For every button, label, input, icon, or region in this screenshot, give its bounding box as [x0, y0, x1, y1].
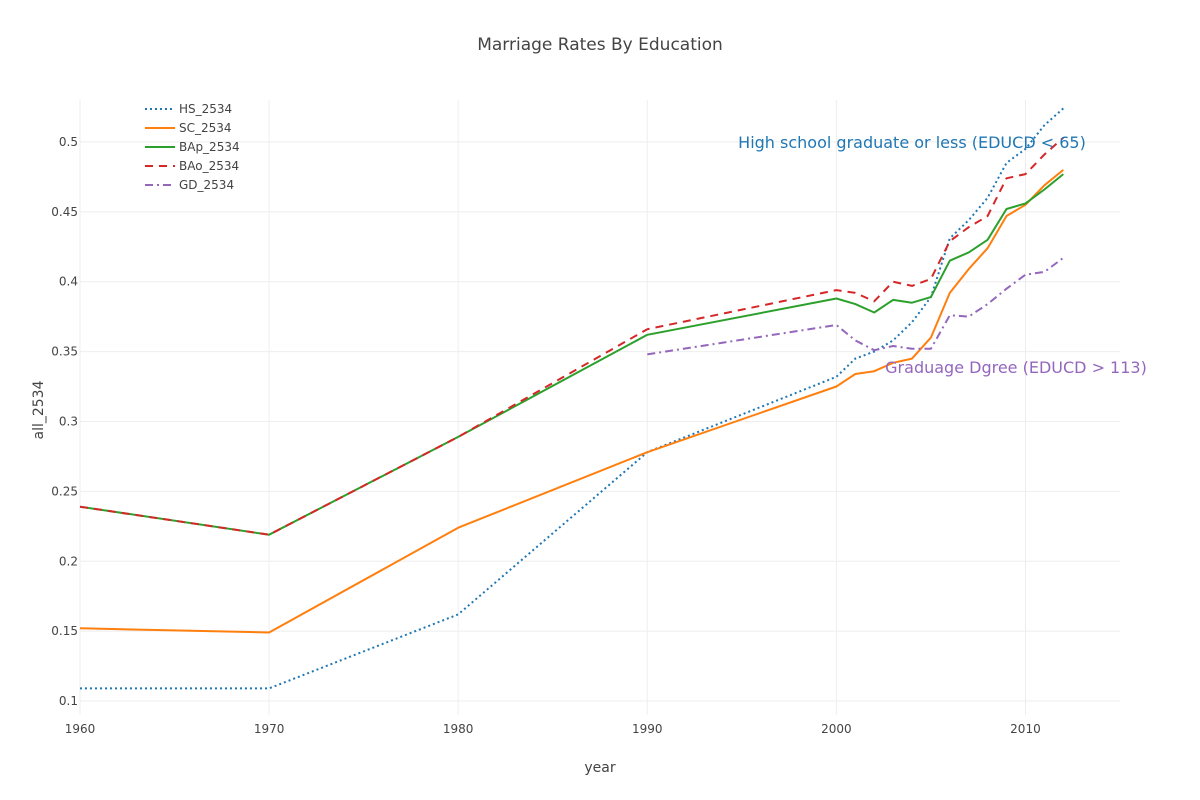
y-tick-label: 0.4 — [59, 275, 78, 289]
x-axis-ticks: 1960 1970 1980 1990 2000 2010 — [65, 722, 1041, 736]
legend-label: BAo_2534 — [179, 159, 239, 173]
legend-item-gd-2534[interactable]: GD_2534 — [145, 178, 234, 192]
series-line-hs-2534[interactable] — [80, 107, 1064, 690]
y-tick-label: 0.15 — [51, 624, 78, 638]
series-line-bao-2534[interactable] — [79, 136, 1064, 536]
series-line-gd-2534[interactable] — [647, 257, 1064, 356]
y-tick-label: 0.35 — [51, 345, 78, 359]
legend-item-bao-2534[interactable]: BAo_2534 — [145, 159, 239, 173]
x-tick-label: 1960 — [65, 722, 96, 736]
series-line-bap-2534[interactable] — [79, 173, 1064, 536]
y-axis-ticks: 0.1 0.15 0.2 0.25 0.3 0.35 0.4 0.45 0.5 — [51, 135, 78, 708]
annotations: High school graduate or less (EDUCD < 65… — [738, 133, 1147, 377]
x-tick-label: 1980 — [443, 722, 474, 736]
legend-item-bap-2534[interactable]: BAp_2534 — [145, 140, 240, 154]
legend[interactable]: HS_2534 SC_2534 BAp_2534 BAo_2534 GD_2534 — [145, 102, 240, 192]
y-tick-label: 0.45 — [51, 205, 78, 219]
y-tick-label: 0.25 — [51, 484, 78, 498]
legend-label: HS_2534 — [179, 102, 232, 116]
series-line-sc-2534[interactable] — [79, 169, 1064, 634]
x-tick-label: 2010 — [1010, 722, 1041, 736]
legend-item-hs-2534[interactable]: HS_2534 — [145, 102, 232, 116]
x-axis-title: year — [584, 760, 615, 776]
y-tick-label: 0.1 — [59, 694, 78, 708]
y-tick-label: 0.2 — [59, 554, 78, 568]
chart-title: Marriage Rates By Education — [477, 35, 723, 55]
legend-label: SC_2534 — [179, 121, 232, 135]
x-tick-label: 2000 — [821, 722, 852, 736]
x-tick-label: 1990 — [632, 722, 663, 736]
y-tick-label: 0.5 — [59, 135, 78, 149]
x-tick-label: 1970 — [254, 722, 285, 736]
legend-label: GD_2534 — [179, 178, 234, 192]
annotation-label: High school graduate or less (EDUCD < 65… — [738, 133, 1086, 152]
annotation-label: Graduage Dgree (EDUCD > 113) — [885, 358, 1147, 377]
y-axis-title: all_2534 — [31, 380, 47, 439]
legend-item-sc-2534[interactable]: SC_2534 — [145, 121, 232, 135]
y-gridlines — [80, 141, 1120, 702]
series-lines — [79, 107, 1064, 690]
y-tick-label: 0.3 — [59, 414, 78, 428]
legend-label: BAp_2534 — [179, 140, 240, 154]
